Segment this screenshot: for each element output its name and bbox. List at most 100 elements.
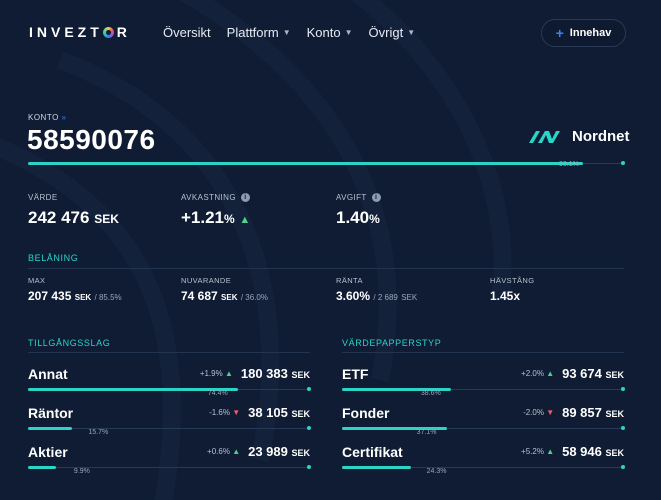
share-bar <box>28 465 311 469</box>
belaning-havstang: HÄVSTÅNG 1.45x <box>490 276 534 303</box>
asset-amount: 38 105 SEK <box>248 405 310 420</box>
section-title-belaning: BELÅNING <box>28 253 79 263</box>
stat-value: 1.40% <box>336 208 380 227</box>
asset-amount: 180 383 SEK <box>240 366 310 381</box>
double-chevron-right-icon: » <box>61 113 67 122</box>
asset-change: +0.6% ▲ <box>207 447 241 456</box>
bar-end-dot <box>307 426 311 430</box>
bar-end-dot <box>621 426 625 430</box>
asset-amount: 89 857 SEK <box>562 405 624 420</box>
main-menu: Översikt Plattform ▼ Konto ▼ Övrigt ▼ <box>163 25 415 40</box>
plus-icon: + <box>555 25 564 41</box>
list-item[interactable]: Certifikat +5.2% ▲ 58 946 SEK 24.3% <box>342 444 625 480</box>
share-percent: 38.6% <box>420 390 441 397</box>
chevron-down-icon: ▼ <box>407 28 416 37</box>
logo-text-start: INVEZT <box>29 24 103 40</box>
stat-avgift: AVGIFT i 1.40% <box>336 193 381 228</box>
asset-amount: 58 946 SEK <box>562 444 624 459</box>
logo-text-end: R <box>116 24 131 40</box>
share-bar-fill <box>28 427 73 430</box>
asset-name: ETF <box>342 366 369 382</box>
stat-label: AVGIFT i <box>336 193 381 202</box>
share-percent: 37.1% <box>416 429 437 436</box>
divider <box>342 352 624 353</box>
menu-item-label: Övrigt <box>368 25 404 40</box>
belaning-ranta: RÄNTA 3.60% / 2 689 SEK <box>336 276 417 303</box>
belaning-label: HÄVSTÅNG <box>490 276 535 285</box>
menu-item-label: Plattform <box>226 25 279 40</box>
top-nav: INVEZT R Översikt Plattform ▼ Konto ▼ Öv… <box>0 0 661 66</box>
share-bar <box>342 426 625 430</box>
belaning-nuvarande: NUVARANDE 74 687 SEK / 36.0% <box>181 276 268 303</box>
belaning-label: MAX <box>28 276 46 285</box>
trend-up-icon: ▲ <box>232 447 241 456</box>
stat-label: AVKASTNING i <box>181 193 250 202</box>
innehav-button[interactable]: + Innehav <box>541 19 626 47</box>
chevron-down-icon: ▼ <box>282 28 291 37</box>
asset-name: Aktier <box>28 444 68 460</box>
asset-values: +1.9% ▲ 180 383 SEK <box>200 366 310 381</box>
stat-label: VÄRDE <box>28 193 58 202</box>
belaning-label: RÄNTA <box>336 276 363 285</box>
menu-item-oversikt[interactable]: Översikt <box>163 25 211 40</box>
account-progress-bar <box>28 161 625 166</box>
asset-change: -1.6% ▼ <box>209 408 241 417</box>
belaning-value: 74 687 SEK / 36.0% <box>181 289 268 303</box>
share-percent: 74.4% <box>207 390 228 397</box>
trend-down-icon: ▼ <box>546 408 555 417</box>
bar-end-dot <box>621 465 625 469</box>
menu-item-ovrigt[interactable]: Övrigt ▼ <box>369 25 416 40</box>
asset-name: Räntor <box>28 405 74 421</box>
progress-end-dot <box>621 161 625 165</box>
share-percent: 9.9% <box>73 468 90 475</box>
list-item[interactable]: Annat +1.9% ▲ 180 383 SEK 74.4% <box>28 366 311 402</box>
logo-ring-icon <box>102 26 114 38</box>
list-item[interactable]: Aktier +0.6% ▲ 23 989 SEK 9.9% <box>28 444 311 480</box>
belaning-max: MAX 207 435 SEK / 85.5% <box>28 276 122 303</box>
share-bar <box>342 465 625 469</box>
asset-change: +1.9% ▲ <box>199 369 233 378</box>
list-item[interactable]: ETF +2.0% ▲ 93 674 SEK 38.6% <box>342 366 625 402</box>
stat-value: 242 476 SEK <box>28 208 119 227</box>
asset-values: +2.0% ▲ 93 674 SEK <box>521 366 624 381</box>
belaning-value: 207 435 SEK / 85.5% <box>28 289 122 303</box>
info-icon[interactable]: i <box>240 193 250 202</box>
konto-label[interactable]: KONTO » <box>28 113 67 122</box>
asset-change: +5.2% ▲ <box>521 447 555 456</box>
share-bar-fill <box>342 427 447 430</box>
inveztor-logo[interactable]: INVEZT R <box>29 24 131 40</box>
broker-name: Nordnet <box>572 128 630 145</box>
stat-varde: VÄRDE 242 476 SEK <box>28 193 119 228</box>
list-item[interactable]: Räntor -1.6% ▼ 38 105 SEK 15.7% <box>28 405 311 441</box>
section-title-vardepapperstyp: VÄRDEPAPPERSTYP <box>342 338 442 348</box>
share-percent: 24.3% <box>426 468 447 475</box>
share-bar-fill <box>342 466 411 469</box>
menu-item-label: Konto <box>306 25 341 40</box>
broker-logo: Nordnet <box>528 128 630 145</box>
trend-up-icon: ▲ <box>546 447 555 456</box>
asset-name: Certifikat <box>342 444 403 460</box>
info-icon[interactable]: i <box>371 193 381 202</box>
asset-change: -2.0% ▼ <box>523 408 555 417</box>
asset-values: +0.6% ▲ 23 989 SEK <box>207 444 310 459</box>
share-bar <box>342 387 625 391</box>
bar-end-dot <box>307 465 311 469</box>
share-bar <box>28 426 311 430</box>
list-item[interactable]: Fonder -2.0% ▼ 89 857 SEK 37.1% <box>342 405 625 441</box>
asset-values: -2.0% ▼ 89 857 SEK <box>523 405 624 420</box>
share-percent: 15.7% <box>88 429 109 436</box>
share-bar-fill <box>28 388 238 391</box>
menu-item-plattform[interactable]: Plattform ▼ <box>227 25 291 40</box>
asset-amount: 23 989 SEK <box>248 444 310 459</box>
konto-label-text: KONTO <box>28 113 59 122</box>
menu-item-konto[interactable]: Konto ▼ <box>307 25 353 40</box>
asset-amount: 93 674 SEK <box>562 366 624 381</box>
bar-end-dot <box>307 387 311 391</box>
menu-item-label: Översikt <box>163 25 211 40</box>
asset-name: Fonder <box>342 405 390 421</box>
trend-down-icon: ▼ <box>232 408 241 417</box>
trend-up-icon: ▲ <box>546 369 555 378</box>
trend-up-icon: ▲ <box>239 214 251 226</box>
chevron-down-icon: ▼ <box>344 28 353 37</box>
belaning-value: 1.45x <box>490 289 521 303</box>
